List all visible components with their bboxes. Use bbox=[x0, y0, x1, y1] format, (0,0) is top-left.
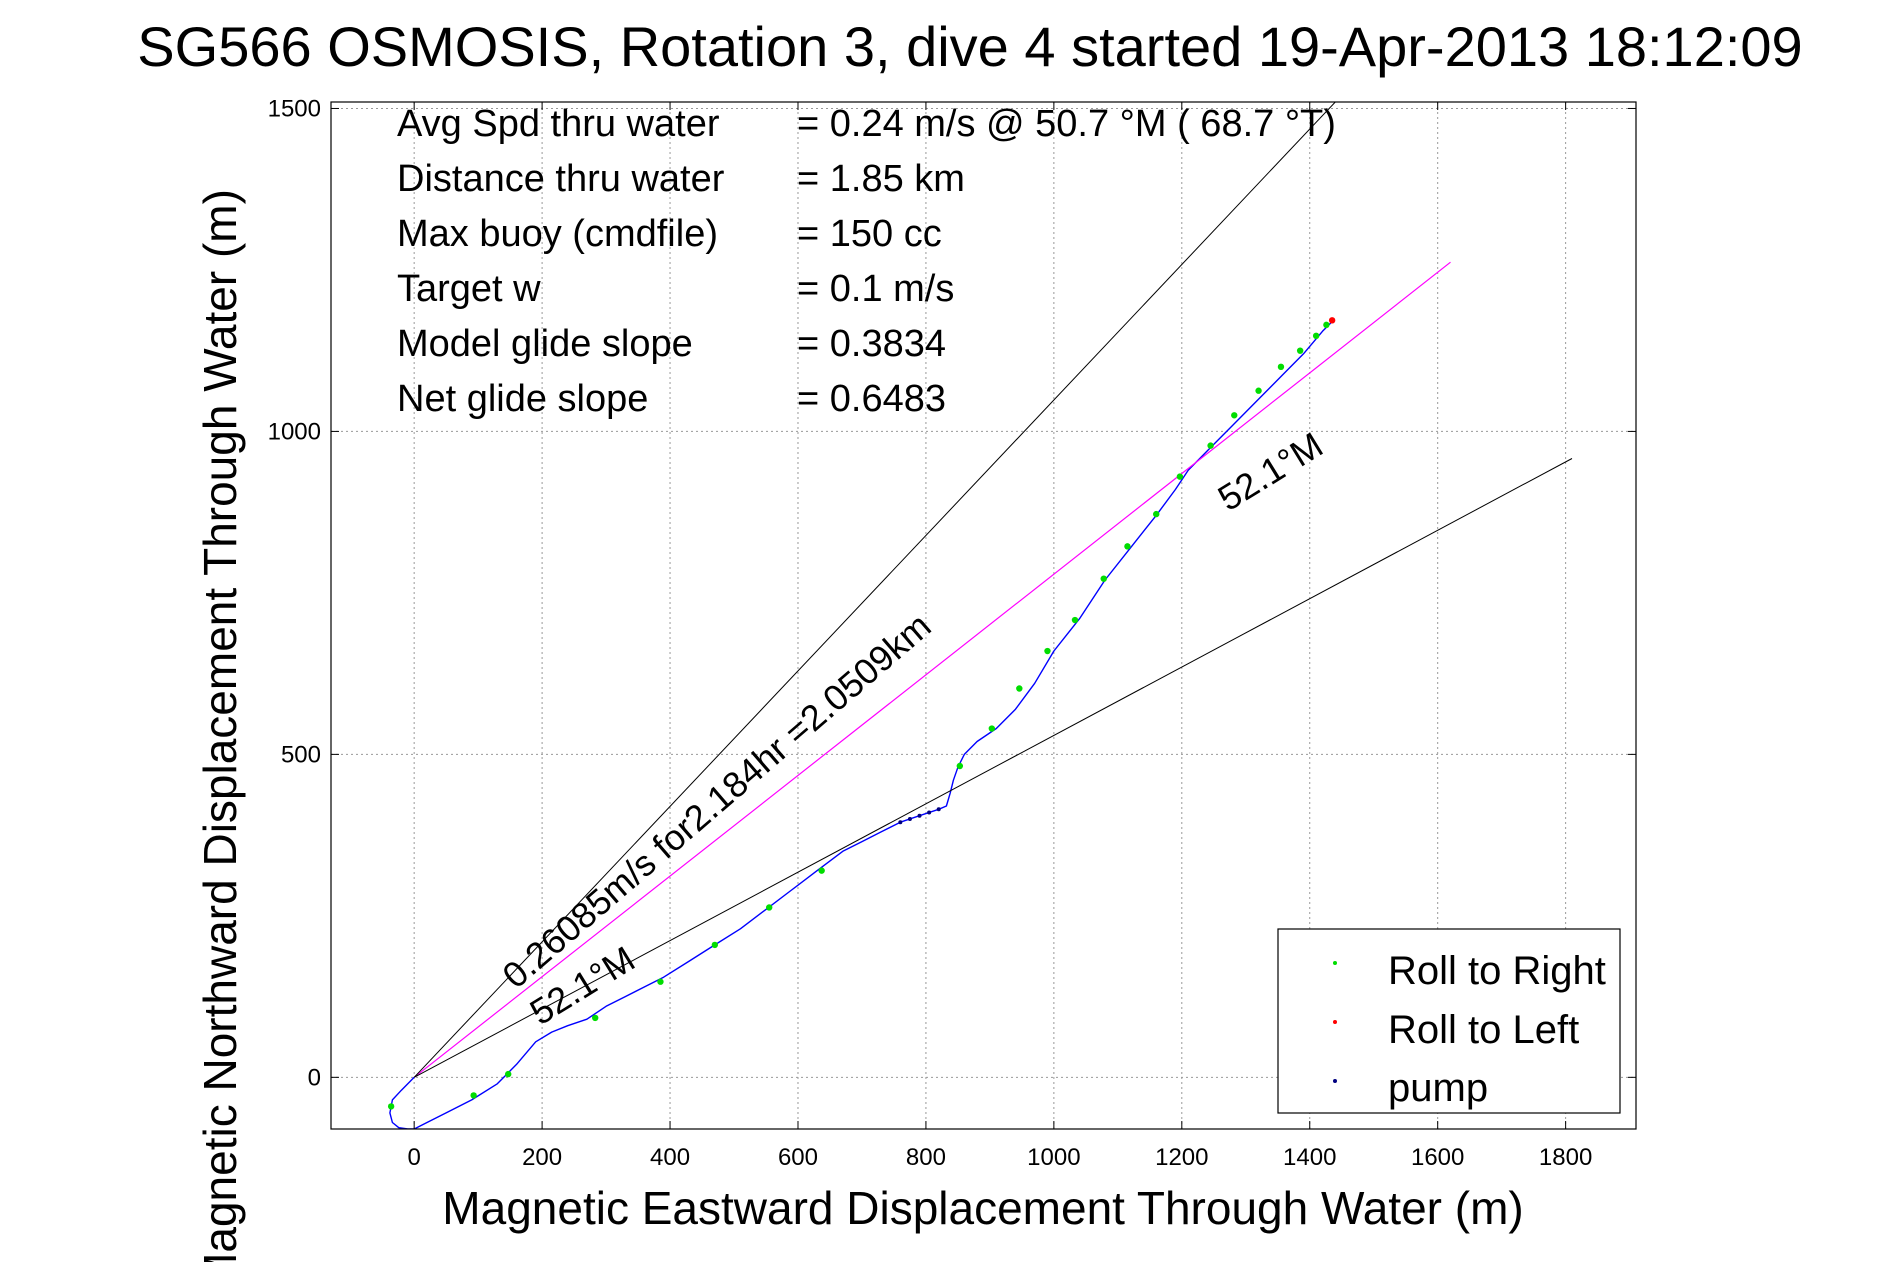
roll-right-marker bbox=[1124, 543, 1131, 550]
stat-value: = 1.85 km bbox=[797, 158, 965, 200]
legend-marker-pump bbox=[1333, 1079, 1337, 1083]
x-tick-label: 0 bbox=[407, 1144, 420, 1171]
roll-right-marker bbox=[1153, 510, 1160, 518]
x-tick-label: 1600 bbox=[1411, 1144, 1464, 1171]
y-tick-label: 1000 bbox=[268, 418, 321, 445]
x-axis-ticks: 0 200 400 600 800 1000 1200 1400 1600 1800 bbox=[407, 102, 1592, 1171]
stats-panel: Avg Spd thru water = 0.24 m/s @ 50.7 °M (… bbox=[397, 103, 1336, 420]
series-line-bound-lower bbox=[413, 458, 1573, 1078]
roll-right-marker bbox=[1044, 647, 1051, 655]
x-tick-label: 600 bbox=[778, 1144, 818, 1171]
series-line-reference bbox=[413, 261, 1451, 1078]
pump-marker bbox=[936, 807, 941, 812]
stat-value: = 0.6483 bbox=[797, 378, 946, 420]
roll-right-marker bbox=[1255, 387, 1262, 394]
stat-value: = 150 cc bbox=[797, 213, 942, 255]
stat-label: Distance thru water bbox=[397, 158, 725, 200]
roll-right-marker bbox=[1100, 575, 1107, 582]
legend: Roll to Right Roll to Left pump bbox=[1277, 928, 1621, 1114]
x-tick-label: 400 bbox=[650, 1144, 690, 1171]
roll-right-marker bbox=[1312, 332, 1320, 340]
pump-marker bbox=[917, 813, 922, 818]
roll-right-marker bbox=[1323, 321, 1330, 329]
stat-label: Avg Spd thru water bbox=[397, 103, 720, 145]
stat-value: = 0.3834 bbox=[797, 323, 946, 365]
y-tick-label: 1500 bbox=[268, 95, 321, 122]
legend-label-roll-right: Roll to Right bbox=[1388, 949, 1606, 993]
x-axis-label: Magnetic Eastward Displacement Through W… bbox=[442, 1182, 1523, 1234]
x-tick-label: 200 bbox=[522, 1144, 562, 1171]
roll-right-marker bbox=[1207, 442, 1214, 449]
roll-right-marker bbox=[988, 725, 996, 732]
pump-marker bbox=[898, 820, 903, 825]
stat-value: = 0.1 m/s bbox=[797, 268, 954, 310]
y-tick-label: 500 bbox=[281, 741, 321, 768]
x-tick-label: 1200 bbox=[1155, 1144, 1208, 1171]
roll-right-marker bbox=[1071, 616, 1079, 624]
roll-right-marker bbox=[818, 867, 825, 874]
plot-markers bbox=[387, 317, 1336, 1110]
plot-frame bbox=[330, 101, 1637, 1130]
roll-right-marker bbox=[1176, 473, 1184, 480]
stat-label: Model glide slope bbox=[397, 323, 693, 365]
roll-right-marker bbox=[1231, 412, 1238, 419]
stat-label: Max buoy (cmdfile) bbox=[397, 213, 718, 255]
chart-title: SG566 OSMOSIS, Rotation 3, dive 4 starte… bbox=[137, 15, 1802, 78]
roll-left-marker bbox=[1328, 317, 1336, 324]
roll-right-marker bbox=[657, 978, 664, 985]
roll-right-marker bbox=[387, 1103, 395, 1110]
x-tick-label: 1800 bbox=[1539, 1144, 1592, 1171]
x-tick-label: 800 bbox=[906, 1144, 946, 1171]
x-tick-label: 1000 bbox=[1027, 1144, 1080, 1171]
roll-right-marker bbox=[1016, 685, 1023, 692]
pump-marker bbox=[927, 810, 932, 815]
legend-marker-roll-right bbox=[1333, 961, 1337, 965]
heading-annotation-upper: 52.1°M bbox=[1211, 424, 1330, 519]
legend-label-pump: pump bbox=[1388, 1066, 1488, 1110]
roll-right-marker bbox=[591, 1014, 599, 1022]
roll-right-marker bbox=[1277, 363, 1285, 371]
stat-value: = 0.24 m/s @ 50.7 °M ( 68.7 °T) bbox=[797, 103, 1336, 145]
y-axis-label: Magnetic Northward Displacement Through … bbox=[194, 189, 246, 1262]
legend-label-roll-left: Roll to Left bbox=[1388, 1008, 1579, 1052]
speed-annotation: 0.26085m/s for2.184hr =2.0509km bbox=[494, 605, 938, 996]
stat-label: Net glide slope bbox=[397, 378, 648, 420]
plot-lines bbox=[389, 102, 1573, 1129]
series-line-track bbox=[389, 321, 1333, 1129]
roll-right-marker bbox=[504, 1070, 512, 1078]
stat-label: Target w bbox=[397, 268, 541, 310]
roll-right-marker bbox=[956, 762, 964, 770]
series-line-bound-upper bbox=[413, 102, 1336, 1078]
legend-marker-roll-left bbox=[1333, 1020, 1337, 1024]
y-tick-label: 0 bbox=[308, 1064, 321, 1091]
pump-marker bbox=[907, 816, 912, 821]
roll-right-marker bbox=[711, 941, 719, 949]
y-axis-ticks: 0 500 1000 1500 bbox=[268, 95, 1636, 1091]
x-tick-label: 1400 bbox=[1283, 1144, 1336, 1171]
roll-right-marker bbox=[470, 1092, 477, 1099]
roll-right-marker bbox=[1296, 347, 1304, 354]
roll-right-marker bbox=[765, 904, 773, 911]
